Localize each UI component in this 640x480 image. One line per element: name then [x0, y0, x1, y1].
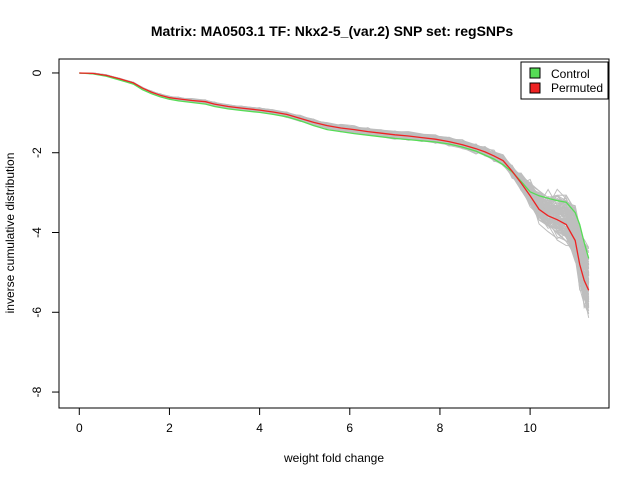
background-permutation-line: [79, 72, 589, 252]
x-axis-label: weight fold change: [283, 451, 384, 465]
background-permutation-line: [79, 72, 589, 295]
background-permutation-line: [79, 72, 590, 289]
legend: Control Permuted: [520, 61, 609, 100]
background-permutation-line: [79, 72, 590, 310]
background-permutation-line: [79, 72, 590, 295]
background-permutation-line: [79, 72, 589, 290]
background-permutation-line: [79, 72, 590, 290]
background-permutation-line: [79, 72, 590, 303]
y-tick-label: -8: [30, 386, 44, 397]
background-permutation-line: [79, 72, 590, 308]
background-permutation-line: [79, 72, 589, 253]
plot-frame: [58, 58, 610, 409]
background-permutation-line: [79, 72, 590, 299]
background-permutation-line: [79, 72, 590, 286]
background-permutation-line: [79, 72, 590, 289]
x-tick-label: 0: [76, 421, 83, 435]
legend-swatch-control: [529, 67, 541, 79]
x-tick-label: 10: [523, 421, 537, 435]
background-permutation-line: [79, 72, 589, 296]
background-permutation-line: [79, 72, 590, 288]
y-axis-label: inverse cumulative distribution: [3, 153, 17, 314]
background-permutation-line: [79, 72, 590, 305]
x-tick-label: 8: [437, 421, 444, 435]
background-permutation-line: [79, 72, 590, 308]
background-permutation-line: [79, 72, 590, 254]
background-permutation-line: [79, 72, 590, 315]
background-permutation-line: [79, 72, 589, 290]
background-permutation-line: [79, 72, 590, 299]
y-tick-label: 0: [30, 69, 44, 76]
background-permutation-line: [79, 72, 590, 289]
background-permutation-line: [79, 72, 590, 298]
background-permutation-line: [79, 72, 590, 296]
background-permutation-line: [79, 72, 590, 301]
legend-label-control: Control: [551, 67, 590, 81]
background-permutation-line: [79, 72, 590, 304]
background-permutation-line: [79, 72, 589, 248]
legend-swatch-permuted: [529, 82, 541, 94]
y-tick-label: -6: [30, 307, 44, 318]
background-permutation-line: [79, 72, 590, 307]
background-permutation-line: [79, 72, 590, 295]
chart-title: Matrix: MA0503.1 TF: Nkx2-5_(var.2) SNP …: [151, 23, 514, 39]
background-permutation-line: [79, 72, 590, 309]
y-tick-label: -4: [30, 227, 44, 238]
background-permutation-line: [79, 72, 590, 299]
background-permutation-line: [79, 72, 589, 286]
background-permutation-line: [79, 72, 590, 288]
series-line-control: [79, 72, 590, 259]
legend-label-permuted: Permuted: [551, 81, 603, 95]
background-permutation-line: [79, 72, 589, 295]
background-permutation-line: [79, 72, 590, 299]
x-tick-label: 4: [256, 421, 263, 435]
background-permutation-lines: [79, 72, 590, 318]
background-permutation-line: [79, 72, 590, 304]
series-line-permuted: [79, 72, 590, 291]
x-tick-label: 6: [346, 421, 353, 435]
y-axis: 0 -2 -4 -6 -8: [30, 69, 60, 397]
background-permutation-line: [79, 72, 590, 298]
series-lines: [79, 72, 590, 291]
background-permutation-line: [79, 72, 590, 283]
background-permutation-line: [79, 72, 590, 248]
background-permutation-line: [79, 72, 590, 300]
background-permutation-line: [79, 72, 590, 289]
x-axis: 0 2 4 6 8 10: [76, 407, 537, 435]
background-permutation-line: [79, 72, 590, 306]
background-permutation-line: [79, 72, 590, 302]
y-tick-label: -2: [30, 147, 44, 158]
background-permutation-line: [79, 72, 590, 308]
background-permutation-line: [79, 72, 590, 293]
background-permutation-line: [79, 72, 590, 299]
background-permutation-line: [79, 72, 590, 249]
background-permutation-line: [79, 72, 590, 291]
background-permutation-line: [79, 72, 589, 251]
x-tick-label: 2: [166, 421, 173, 435]
background-permutation-line: [79, 72, 590, 314]
background-permutation-line: [79, 72, 590, 300]
background-permutation-line: [79, 72, 590, 312]
background-permutation-line: [79, 72, 590, 298]
background-permutation-line: [79, 72, 590, 318]
background-permutation-line: [79, 72, 589, 292]
